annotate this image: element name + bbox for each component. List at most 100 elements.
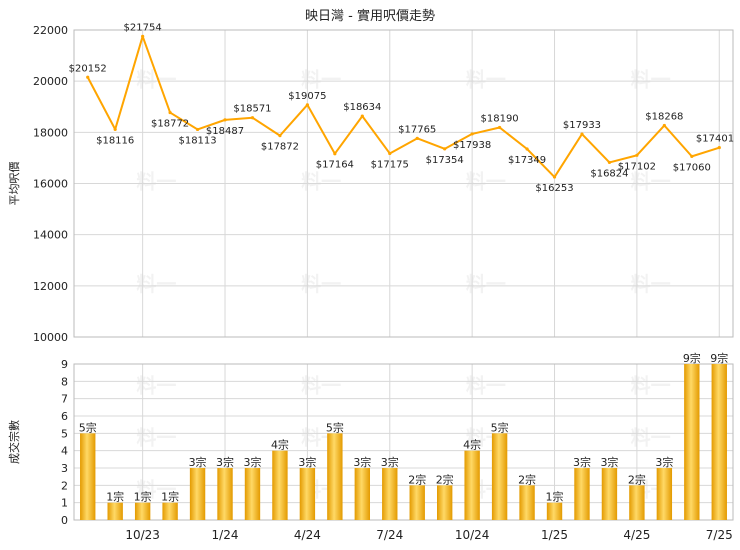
y-tick-label: 12000	[33, 280, 68, 293]
y-tick-label: 14000	[33, 229, 68, 242]
volume-bar	[244, 468, 261, 520]
volume-data-label: 3宗	[353, 455, 371, 469]
volume-bar	[519, 485, 535, 520]
volume-bar	[684, 364, 700, 520]
plot-frame	[73, 29, 734, 338]
volume-bar	[491, 433, 508, 520]
price-point	[250, 116, 255, 120]
volume-data-label: 9宗	[710, 351, 728, 365]
price-point	[443, 147, 447, 151]
volume-data-label: 3宗	[243, 455, 261, 469]
price-data-label: $18190	[481, 113, 519, 124]
chart-title: 映日灣 - 實用呎價走勢	[305, 8, 435, 24]
price-point	[113, 127, 117, 131]
price-data-label: $17938	[453, 140, 491, 151]
y-tick-label: 3	[61, 462, 68, 475]
volume-bar	[436, 485, 453, 520]
price-point	[388, 151, 392, 156]
y-tick-label: 10000	[33, 331, 68, 344]
price-point	[278, 134, 282, 138]
volume-data-label: 2宗	[436, 472, 454, 486]
volume-bar	[601, 468, 618, 520]
y-tick-label: 1	[61, 497, 68, 510]
x-tick-label: 4/25	[623, 528, 650, 542]
price-data-label: $18116	[96, 135, 134, 146]
volume-bar	[656, 468, 673, 520]
price-point	[360, 114, 364, 118]
price-point	[470, 132, 474, 136]
x-tick-label: 4/24	[294, 528, 321, 542]
price-point	[635, 153, 639, 157]
volume-data-label: 5宗	[491, 420, 509, 434]
price-point	[195, 127, 200, 132]
volume-bar	[162, 502, 178, 520]
price-data-label: $17872	[261, 142, 299, 153]
price-data-label: $20152	[69, 63, 107, 74]
x-tick-label: 10/23	[125, 528, 160, 542]
price-point	[86, 75, 90, 79]
price-series-line	[86, 35, 720, 179]
volume-data-label: 1宗	[134, 490, 152, 504]
volume-bar	[574, 468, 590, 520]
price-data-label: $17933	[563, 120, 601, 131]
volume-data-label: 3宗	[573, 455, 591, 469]
volume-data-label: 3宗	[298, 455, 316, 469]
volume-bar	[134, 502, 151, 520]
volume-bar	[711, 364, 727, 520]
y-tick-label: 22000	[33, 24, 68, 37]
price-data-label: $18113	[178, 135, 216, 146]
price-point	[552, 175, 557, 179]
y-tick-label: 2	[61, 479, 68, 492]
volume-bar	[464, 450, 480, 520]
price-point	[525, 147, 529, 151]
volume-data-label: 4宗	[271, 438, 289, 452]
plot-frame	[73, 363, 734, 521]
y-tick-label: 0	[61, 514, 68, 527]
price-data-label: $17401	[696, 134, 734, 145]
price-data-label: $16253	[535, 183, 573, 194]
price-point	[580, 132, 584, 136]
price-point	[415, 136, 419, 140]
y-tick-label: 20000	[33, 75, 68, 88]
y-tick-label: 8	[61, 375, 68, 388]
volume-bar	[299, 468, 316, 520]
price-data-label: $18634	[343, 102, 381, 113]
price-data-label: $17349	[508, 155, 546, 166]
y-tick-label: 18000	[33, 126, 68, 139]
volume-data-label: 4宗	[463, 438, 481, 452]
volume-bar	[217, 468, 233, 520]
volume-bar	[546, 502, 563, 520]
volume-bar	[80, 433, 96, 520]
volume-bar	[354, 468, 371, 520]
volume-data-label: 3宗	[655, 455, 673, 469]
price-data-label: $18268	[645, 111, 683, 122]
volume-data-label: 1宗	[106, 490, 124, 504]
price-data-label: $17354	[426, 155, 464, 166]
x-tick-label: 1/25	[541, 528, 568, 542]
price-point	[717, 146, 721, 150]
price-point	[223, 118, 227, 122]
volume-data-label: 1宗	[161, 490, 179, 504]
price-point	[690, 154, 694, 158]
volume-bar	[327, 433, 343, 520]
volume-data-label: 3宗	[216, 455, 234, 469]
price-data-label: $17102	[618, 161, 656, 172]
price-data-label: $18571	[233, 104, 271, 115]
volume-data-label: 2宗	[628, 472, 646, 486]
x-tick-label: 10/24	[455, 528, 490, 542]
volume-bar	[382, 468, 398, 520]
price-point	[168, 110, 172, 115]
volume-data-label: 3宗	[189, 455, 207, 469]
price-point	[498, 125, 502, 130]
volume-bar	[272, 450, 288, 520]
price-data-label: $21754	[124, 22, 162, 33]
price-point	[333, 152, 337, 156]
y-axis-label: 平均呎價	[7, 162, 21, 206]
y-tick-label: 5	[61, 427, 68, 440]
price-point	[141, 34, 145, 38]
volume-bar	[409, 485, 425, 520]
volume-bar	[107, 502, 123, 520]
